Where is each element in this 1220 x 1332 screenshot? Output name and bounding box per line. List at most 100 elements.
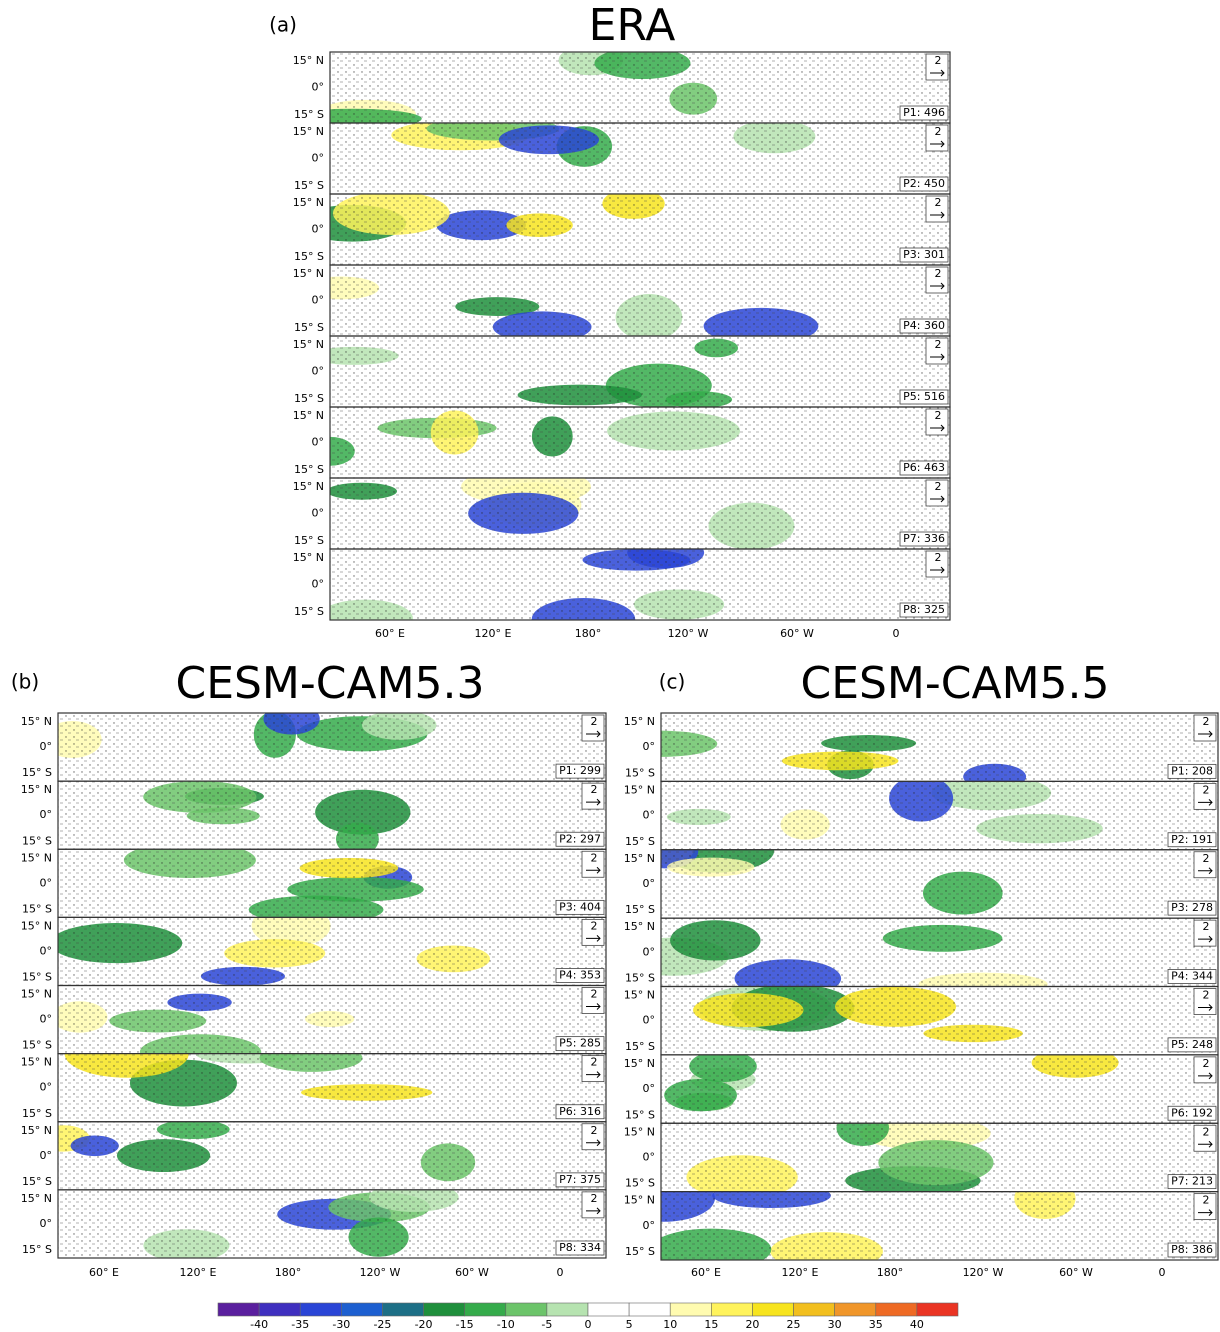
- lat-label: 0°: [312, 223, 325, 236]
- phase-count: P3: 404: [559, 900, 601, 913]
- lat-label: 15° N: [624, 1194, 655, 1207]
- lat-label: 15° S: [22, 1039, 52, 1052]
- phase-count: P8: 325: [903, 603, 945, 616]
- ref-vector-label: 2: [591, 715, 598, 728]
- phase-count: P2: 450: [903, 177, 945, 190]
- phase-box: [555, 1104, 605, 1120]
- wind-vectors: [330, 407, 950, 478]
- colorbar-segment: [875, 1302, 918, 1317]
- wind-vectors: [58, 917, 606, 986]
- colorbar-segment: [793, 1302, 835, 1317]
- ref-vector-label: 2: [1203, 989, 1210, 1002]
- colorbar-segment: [628, 1302, 671, 1317]
- phase-map: [330, 194, 950, 265]
- colorbar-segment: [505, 1302, 548, 1317]
- ref-vector-label: 2: [1203, 715, 1210, 728]
- lat-label: 15° S: [22, 1243, 52, 1256]
- lat-label: 15° N: [21, 715, 52, 728]
- wind-vectors: [661, 713, 1218, 782]
- ref-vector-arrow: [586, 798, 601, 806]
- phase-map: [661, 1191, 1218, 1260]
- phase-map: [58, 1053, 606, 1122]
- phase-box: [899, 602, 949, 618]
- ref-vector-arrow: [930, 69, 945, 77]
- lon-label: 0: [893, 627, 900, 640]
- phase-box: [899, 105, 949, 121]
- ref-vector-arrow: [586, 1003, 601, 1010]
- wind-vectors: [58, 1189, 606, 1258]
- wind-vectors: [330, 549, 950, 620]
- phase-box: [555, 763, 605, 779]
- phase-count: P2: 191: [1171, 833, 1213, 846]
- phase-map: [661, 986, 1218, 1055]
- ref-vector-arrow: [1198, 799, 1213, 806]
- lat-label: 15° N: [624, 715, 655, 728]
- lat-label: 15° S: [294, 605, 324, 618]
- lat-label: 15° S: [22, 834, 52, 847]
- ref-vector-arrow: [930, 211, 945, 219]
- lat-label: 0°: [312, 578, 325, 591]
- lon-label: 60° E: [89, 1266, 119, 1279]
- wind-vectors: [330, 478, 950, 549]
- phase-count: P5: 516: [903, 390, 945, 403]
- phase-box: [1167, 1105, 1217, 1121]
- lat-label: 15° N: [624, 1057, 655, 1070]
- ref-vector-label: 2: [1203, 852, 1210, 865]
- colorbar-segment: [258, 1302, 301, 1317]
- phase-box: [1167, 1174, 1217, 1190]
- colorbar-segment: [834, 1302, 877, 1317]
- phase-count: P7: 336: [903, 532, 945, 545]
- wind-vectors: [58, 849, 606, 918]
- phase-map: [58, 985, 606, 1054]
- lat-label: 0°: [643, 1219, 656, 1232]
- phase-box: [899, 247, 949, 263]
- phase-box: [1167, 969, 1217, 984]
- lat-label: 0°: [40, 740, 53, 753]
- lat-label: 15° S: [625, 1108, 655, 1121]
- colorbar-segment: [916, 1302, 959, 1317]
- wind-vectors: [661, 781, 1218, 850]
- wind-vectors: [58, 985, 606, 1054]
- lat-label: 15° N: [293, 409, 324, 422]
- lat-label: 15° S: [625, 1040, 655, 1053]
- ref-vector-label: 2: [1203, 783, 1210, 796]
- lon-label: 60° E: [691, 1266, 721, 1279]
- phase-map: [661, 918, 1218, 987]
- ref-vector-arrow: [930, 282, 945, 290]
- phase-box: [555, 1172, 605, 1188]
- colorbar-tick-label: -10: [497, 1318, 515, 1331]
- lat-label: 0°: [643, 1082, 656, 1095]
- ref-vector-label: 2: [591, 851, 598, 864]
- ref-vector-label: 2: [935, 480, 942, 493]
- ref-vector-arrow: [1198, 1004, 1213, 1011]
- lon-label: 120° E: [180, 1266, 217, 1279]
- lat-label: 15° S: [294, 392, 324, 405]
- phase-count: P5: 285: [559, 1037, 601, 1050]
- lat-label: 15° S: [22, 766, 52, 779]
- colorbar-tick-label: 35: [869, 1318, 883, 1331]
- ref-vector-label: 2: [1203, 1057, 1210, 1070]
- lon-label: 180°: [877, 1266, 904, 1279]
- panel-label: (a): [269, 13, 297, 37]
- lat-label: 15° S: [22, 971, 52, 984]
- lon-label: 120° E: [782, 1266, 819, 1279]
- colorbar-tick-label: -30: [332, 1318, 350, 1331]
- lat-label: 0°: [40, 876, 53, 889]
- lat-label: 15° N: [293, 196, 324, 209]
- colorbar-segment: [546, 1302, 589, 1317]
- lat-label: 15° N: [293, 54, 324, 67]
- lat-label: 15° N: [293, 338, 324, 351]
- wind-vectors: [58, 1053, 606, 1122]
- colorbar-tick-label: 20: [745, 1318, 759, 1331]
- panel-label: (c): [659, 670, 686, 694]
- lat-label: 0°: [312, 294, 325, 307]
- colorbar-segment: [382, 1302, 424, 1317]
- lat-label: 15° N: [624, 1125, 655, 1138]
- lat-label: 0°: [312, 436, 325, 449]
- ref-vector-arrow: [586, 866, 601, 874]
- lat-label: 15° N: [21, 783, 52, 796]
- phase-map: [330, 549, 950, 620]
- phase-box: [555, 968, 605, 983]
- wind-vectors: [330, 265, 950, 336]
- phase-count: P1: 496: [903, 106, 945, 119]
